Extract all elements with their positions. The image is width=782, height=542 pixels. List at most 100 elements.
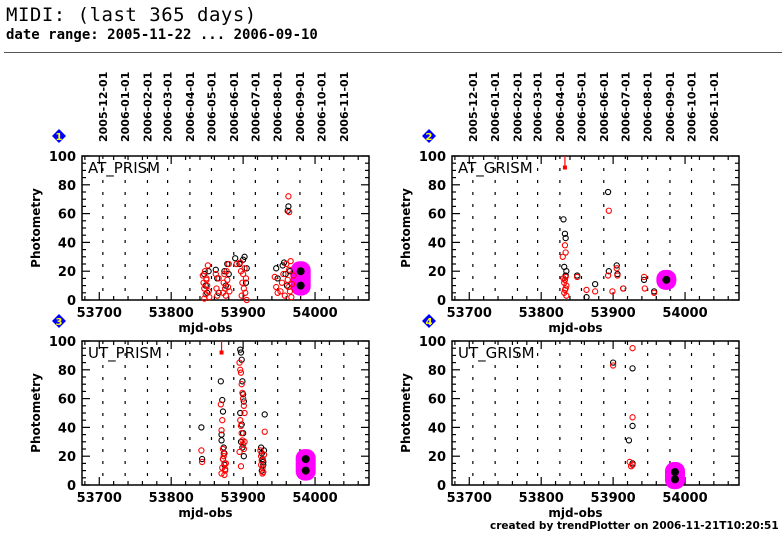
data-point-black xyxy=(219,408,227,415)
top-date-label: 2006-11-01 xyxy=(338,72,351,142)
highlight-point xyxy=(670,475,679,484)
data-point-red xyxy=(215,275,222,282)
data-point-red xyxy=(217,401,224,408)
y-tick-label: 0 xyxy=(437,479,446,494)
y-tick-label: 100 xyxy=(419,150,446,165)
data-point-red xyxy=(614,272,621,279)
data-point-black xyxy=(261,411,268,418)
data-point-black xyxy=(221,268,228,275)
header-divider xyxy=(4,52,782,53)
x-tick-label: 53900 xyxy=(221,306,266,321)
data-point-red xyxy=(239,270,247,278)
panel-number: 3 xyxy=(56,317,63,328)
data-point-red xyxy=(629,345,636,352)
x-tick-label: 53700 xyxy=(77,306,122,321)
panel-title: UT_GRISM xyxy=(458,344,535,363)
data-point-black xyxy=(283,282,291,289)
data-point-black xyxy=(609,359,617,366)
x-tick-label: 53700 xyxy=(77,491,122,506)
data-point-red xyxy=(257,461,265,468)
data-point-red xyxy=(259,470,266,477)
footer-credit: created by trendPlotter on 2006-11-21T10… xyxy=(490,520,779,532)
data-point-red xyxy=(241,409,248,417)
data-point-red xyxy=(204,262,212,269)
top-date-label: 2006-05-01 xyxy=(205,72,218,142)
data-point-red xyxy=(620,285,627,292)
data-point-black xyxy=(282,270,289,278)
data-point-black xyxy=(625,437,633,444)
data-point-black xyxy=(591,281,599,288)
data-point-red xyxy=(237,463,245,470)
y-tick-label: 60 xyxy=(58,208,76,223)
y-tick-label: 60 xyxy=(428,208,446,223)
x-tick-label: 53800 xyxy=(149,491,194,506)
data-point-red xyxy=(609,288,616,295)
data-point-red-filled xyxy=(219,350,224,355)
data-point-black xyxy=(237,346,244,353)
top-date-label: 2006-04-01 xyxy=(184,72,197,142)
y-tick-label: 80 xyxy=(428,364,446,379)
data-point-red xyxy=(237,366,244,373)
data-point-red xyxy=(613,265,620,272)
data-point-red xyxy=(242,289,249,296)
data-point-red xyxy=(627,463,635,470)
data-point-red xyxy=(561,276,569,283)
panel-number-diamond-icon xyxy=(422,314,436,328)
data-point-red xyxy=(609,362,617,369)
data-point-red xyxy=(605,207,612,214)
data-point-red xyxy=(286,209,293,216)
data-point-red xyxy=(278,279,286,286)
data-point-red xyxy=(239,279,246,286)
data-point-red xyxy=(238,430,245,437)
y-tick-label: 20 xyxy=(428,450,446,465)
top-date-label: 2006-10-01 xyxy=(316,72,329,142)
data-point-red xyxy=(204,282,211,289)
y-tick-label: 0 xyxy=(437,294,446,309)
data-point-black xyxy=(198,455,206,463)
data-point-black xyxy=(242,279,250,286)
data-point-red xyxy=(284,276,291,283)
data-point-black xyxy=(240,398,247,405)
highlight-point xyxy=(296,267,305,276)
x-axis-label: mjd-obs xyxy=(178,321,232,335)
data-point-red xyxy=(239,389,246,396)
highlight-point xyxy=(301,466,310,475)
y-tick-label: 40 xyxy=(428,421,446,436)
top-date-label: 2006-08-01 xyxy=(642,72,655,142)
data-point-black xyxy=(605,268,612,275)
y-axis-label: Photometry xyxy=(29,188,43,268)
y-tick-label: 80 xyxy=(58,179,76,194)
data-point-red xyxy=(233,260,240,268)
data-point-black xyxy=(561,263,568,271)
x-tick-label: 54000 xyxy=(662,306,707,321)
data-point-red xyxy=(563,292,570,299)
data-point-red xyxy=(206,293,213,301)
data-point-black xyxy=(640,276,648,283)
top-date-label: 2006-05-01 xyxy=(575,72,588,142)
x-tick-label: 53800 xyxy=(519,306,564,321)
x-tick-label: 53800 xyxy=(519,491,564,506)
data-point-red xyxy=(280,270,287,278)
highlight-region xyxy=(295,449,316,481)
data-point-black xyxy=(273,265,280,272)
data-point-red xyxy=(290,272,297,279)
data-point-red xyxy=(226,288,233,295)
top-date-label: 2006-06-01 xyxy=(598,72,611,142)
top-date-label: 2006-02-01 xyxy=(511,72,524,142)
data-point-black xyxy=(205,268,212,275)
y-tick-label: 80 xyxy=(428,179,446,194)
y-tick-label: 60 xyxy=(428,393,446,408)
x-tick-label: 53900 xyxy=(591,306,636,321)
data-point-red xyxy=(222,460,230,467)
top-date-label: 2006-11-01 xyxy=(708,72,721,142)
panel-number-diamond-icon xyxy=(52,314,66,328)
data-point-red xyxy=(561,242,569,249)
data-point-red xyxy=(561,286,569,294)
data-point-red xyxy=(641,285,648,292)
data-point-red xyxy=(591,288,599,295)
page-title: MIDI: (last 365 days) xyxy=(6,4,257,26)
data-point-red xyxy=(203,276,210,283)
top-date-label: 2006-01-01 xyxy=(119,72,132,142)
data-point-red xyxy=(273,283,280,291)
data-point-black xyxy=(258,467,265,474)
